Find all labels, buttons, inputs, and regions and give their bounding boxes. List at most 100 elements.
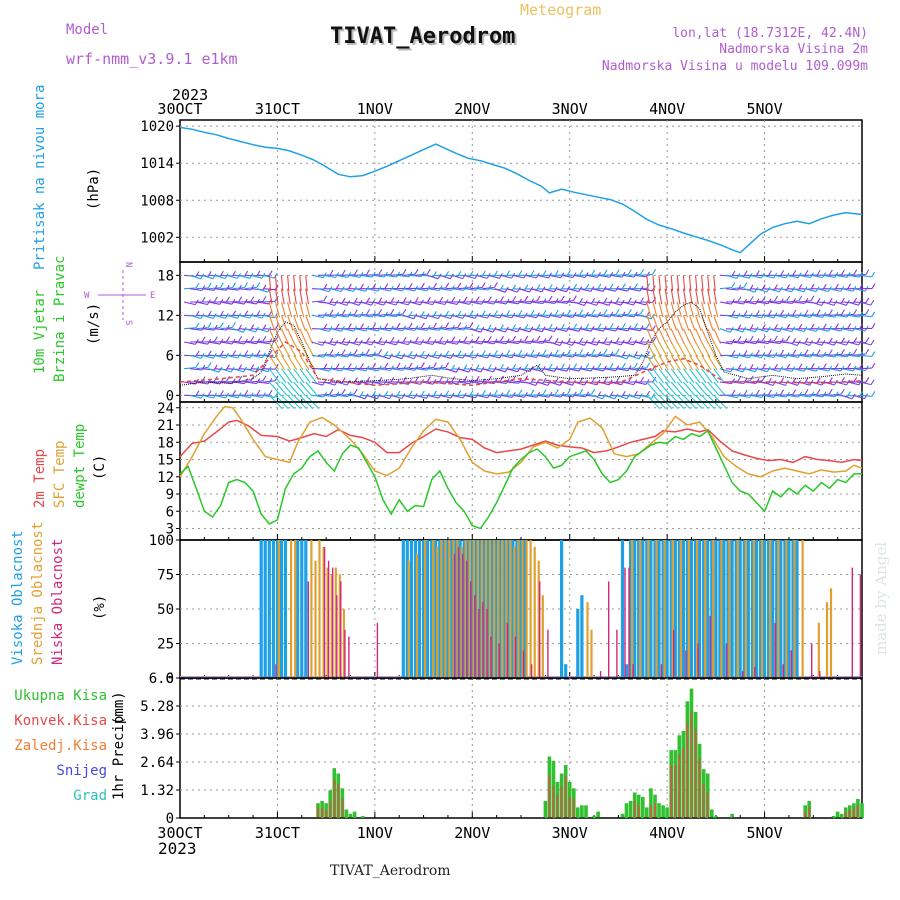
wind-barb <box>360 274 373 278</box>
wind-barb <box>658 341 668 358</box>
high-cloud-bar <box>629 540 633 678</box>
high-cloud-bar <box>507 540 511 678</box>
wind-barb <box>196 287 209 290</box>
wind-barb <box>591 288 604 292</box>
wind-barb-flag <box>530 270 535 276</box>
mid-cloud-bar <box>334 567 337 678</box>
wind-barb <box>622 367 635 370</box>
conv-rain-bar <box>654 803 656 818</box>
wind-barb-flag <box>530 389 535 396</box>
wind-barb <box>439 394 452 399</box>
wind-barb <box>799 300 811 303</box>
wind-barb <box>664 368 677 384</box>
mid-cloud-bar <box>533 546 536 678</box>
wind-barb <box>226 340 239 343</box>
wind-barb <box>256 368 269 373</box>
wind-barb <box>293 368 305 384</box>
wind-barb <box>537 354 549 358</box>
wind-barb-flag <box>840 349 845 355</box>
wind-barb <box>214 354 226 359</box>
wind-barb-flag <box>847 363 852 369</box>
wind-barb-flag <box>530 310 535 316</box>
wind-barb-flag <box>567 349 571 355</box>
wind-barb-flag <box>493 389 498 396</box>
low-cloud-bar <box>466 560 468 678</box>
wind-barb <box>750 394 762 398</box>
wind-barb <box>196 327 209 330</box>
wind-panel: 0 6 12 18 <box>157 261 876 410</box>
wind-barb-flag <box>822 363 827 369</box>
wind-barb-flag <box>396 322 401 329</box>
wind-barb <box>518 288 530 293</box>
wind-barb-flag <box>390 269 395 275</box>
wind-barb-flag <box>743 350 748 356</box>
wind-barb <box>591 368 604 372</box>
wind-barb <box>311 354 324 358</box>
total-rain-bar <box>645 807 649 818</box>
wind-barb <box>354 353 367 356</box>
wind-barb <box>324 394 336 398</box>
wind-barb <box>512 394 525 398</box>
compass-south: S <box>123 320 133 325</box>
wind-barb <box>451 394 464 399</box>
wind-barb-flag <box>865 297 870 304</box>
wind-barb <box>725 354 738 359</box>
wind-barb <box>317 328 330 332</box>
wind-barb-flag <box>232 282 236 288</box>
wind-barb <box>531 341 543 344</box>
wind-barb-flag <box>828 349 833 355</box>
wind-barb <box>238 288 251 291</box>
wind-barb <box>622 381 634 386</box>
wind-barb <box>719 328 731 333</box>
mid-cloud-bar <box>501 540 504 678</box>
wind-barb-flag <box>792 349 797 356</box>
wind-barb <box>719 341 732 345</box>
wind-barb <box>390 288 403 292</box>
wind-barb <box>762 314 775 319</box>
conv-rain-bar <box>706 792 709 818</box>
wind-barb <box>317 354 331 356</box>
wind-barb <box>263 314 275 319</box>
wind-ytick-label: 18 <box>157 268 174 284</box>
mid-cloud-bar <box>825 602 829 678</box>
wind-barb-flag <box>768 310 772 316</box>
wind-barb <box>658 301 664 318</box>
wind-barb <box>403 394 415 399</box>
wind-barb <box>853 368 866 372</box>
wind-barb <box>433 341 446 345</box>
wind-barb <box>695 288 699 305</box>
wind-barb <box>293 288 297 305</box>
high-cloud-bar <box>296 540 300 678</box>
mid-cloud-bar <box>484 540 488 678</box>
top-x-tick-label: 1NOV <box>357 100 393 118</box>
wind-barb <box>786 314 799 319</box>
wind-ylabel2: Brzina i Pravac <box>52 256 68 382</box>
wind-barb <box>409 301 421 306</box>
wind-barb <box>311 394 324 398</box>
wind-barb <box>268 275 272 291</box>
wind-barb <box>196 341 208 345</box>
wind-barb <box>311 300 324 303</box>
wind-barb <box>263 394 275 398</box>
wind-barb <box>500 368 513 370</box>
wind-barb-flag <box>646 322 651 329</box>
total-rain-bar <box>860 803 864 818</box>
mid-cloud-bar <box>318 540 321 678</box>
high-cloud-bar <box>742 540 746 678</box>
wind-barb <box>762 381 774 387</box>
high-cloud-bar <box>698 540 702 678</box>
wind-barb <box>774 340 787 343</box>
wind-barb <box>220 326 233 330</box>
wind-barb-flag <box>865 309 870 315</box>
high-cloud-bar <box>738 540 742 678</box>
wind-barb <box>409 394 422 397</box>
wind-barb <box>293 275 296 291</box>
wind-barb <box>585 274 598 278</box>
high-cloud-bar <box>714 540 718 678</box>
wind-barb <box>494 288 506 293</box>
wind-barb <box>488 340 501 343</box>
wind-barb <box>707 315 714 331</box>
conv-rain-bar <box>856 805 859 818</box>
wind-barb <box>354 368 367 372</box>
wind-barb <box>750 354 762 359</box>
